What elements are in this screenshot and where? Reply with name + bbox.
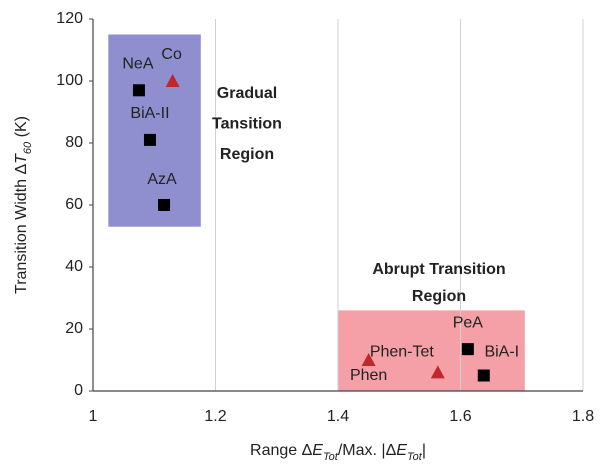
x-axis-label: Range ΔETot/Max. |ΔETot|	[250, 442, 426, 463]
y-tick-label: 80	[65, 134, 83, 151]
y-tick-label: 40	[65, 258, 83, 275]
point-label: BiA-I	[484, 344, 519, 361]
x-tick-label: 1.6	[449, 408, 471, 425]
region	[108, 34, 201, 227]
point-label: Phen-Tet	[370, 344, 435, 361]
axis-label-part: E	[312, 442, 323, 459]
point	[143, 133, 156, 146]
point	[477, 369, 490, 382]
point	[430, 365, 445, 379]
point	[165, 74, 180, 87]
axis-label-part: E	[396, 442, 407, 459]
axis-label-part: Tot	[407, 451, 423, 463]
axis-label-part: |	[422, 442, 426, 459]
axis-label-part: Range Δ	[250, 442, 313, 459]
axis-label-part: Transition Width Δ	[13, 164, 30, 294]
point	[158, 199, 171, 211]
point-label: Phen	[350, 367, 387, 384]
axis-label-part: (K)	[13, 116, 30, 142]
point	[132, 84, 145, 97]
x-tick-label: 1.4	[327, 408, 349, 425]
point-label: AzA	[147, 171, 177, 188]
point-label: BiA-II	[130, 105, 169, 122]
region-label: Region	[220, 146, 274, 163]
point-label: NeA	[122, 56, 153, 73]
y-axis-label: Transition Width ΔT60 (K)	[13, 116, 34, 294]
point	[361, 353, 376, 366]
axis-label-part: T	[13, 153, 30, 164]
axis-label-part: 60	[22, 141, 34, 154]
region-label: Gradual	[217, 85, 277, 102]
region-label: Abrupt Transition	[372, 261, 505, 278]
region-label: Region	[412, 288, 466, 305]
point-label: PeA	[453, 314, 484, 331]
y-tick-label: 100	[56, 72, 83, 89]
x-tick-label: 1.2	[204, 408, 226, 425]
y-tick-label: 0	[74, 382, 83, 399]
y-tick-label: 20	[65, 320, 83, 337]
y-tick-label: 60	[65, 196, 83, 213]
point	[461, 343, 474, 356]
region-label: Tansition	[212, 116, 282, 133]
axis-label-part: /Max. |Δ	[338, 442, 397, 459]
axis-label-part: Tot	[323, 451, 339, 463]
x-tick-label: 1	[89, 408, 98, 425]
y-tick-label: 120	[56, 10, 83, 27]
point-label: Co	[161, 46, 182, 63]
x-tick-label: 1.8	[572, 408, 594, 425]
